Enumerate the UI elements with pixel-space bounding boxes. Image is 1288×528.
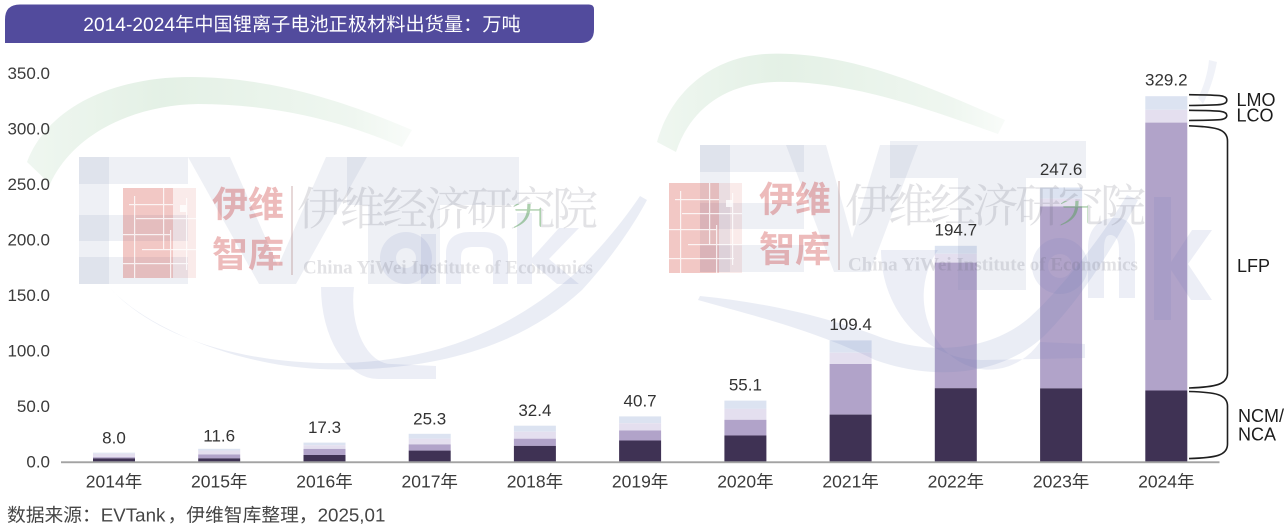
svg-text:109.4: 109.4 (829, 315, 872, 334)
svg-text:NCM/: NCM/ (1238, 406, 1284, 426)
svg-text:2015: 2015 (191, 472, 230, 492)
svg-text:NCA: NCA (1238, 425, 1276, 445)
svg-text:2018: 2018 (507, 472, 546, 492)
svg-text:40.7: 40.7 (624, 391, 657, 410)
svg-text:2019: 2019 (612, 472, 651, 492)
svg-text:0.0: 0.0 (26, 453, 50, 472)
svg-text:25.3: 25.3 (413, 409, 446, 428)
svg-text:China YiWei Institute of Econo: China YiWei Institute of Economics (303, 258, 593, 279)
svg-text:329.2: 329.2 (1145, 71, 1188, 90)
svg-text:EVTank: EVTank (101, 505, 166, 526)
svg-text:32.4: 32.4 (518, 401, 551, 420)
svg-text:2024: 2024 (1138, 472, 1177, 492)
svg-text:250.0: 250.0 (7, 175, 50, 194)
svg-text:2014: 2014 (86, 472, 125, 492)
svg-text:247.6: 247.6 (1040, 160, 1083, 179)
svg-text:China YiWei Institute of Econo: China YiWei Institute of Economics (848, 255, 1138, 276)
svg-text:55.1: 55.1 (729, 376, 762, 395)
svg-text:2020: 2020 (717, 472, 756, 492)
svg-text:194.7: 194.7 (935, 220, 978, 239)
svg-text:2021: 2021 (822, 472, 861, 492)
svg-text:2014-2024: 2014-2024 (83, 15, 175, 36)
svg-text:350.0: 350.0 (7, 64, 50, 83)
svg-text:LFP: LFP (1237, 256, 1270, 276)
svg-text:200.0: 200.0 (7, 231, 50, 250)
svg-text:2022: 2022 (928, 472, 967, 492)
svg-text:2017: 2017 (402, 472, 441, 492)
svg-text:2025,01: 2025,01 (318, 505, 386, 526)
svg-text:2023: 2023 (1033, 472, 1072, 492)
svg-text:300.0: 300.0 (7, 120, 50, 139)
svg-text:8.0: 8.0 (102, 428, 126, 447)
svg-text:17.3: 17.3 (308, 418, 341, 437)
svg-text:11.6: 11.6 (203, 427, 235, 446)
svg-text:2016: 2016 (296, 472, 335, 492)
svg-text:50.0: 50.0 (17, 397, 50, 416)
svg-text:100.0: 100.0 (7, 342, 50, 361)
svg-text:LMO: LMO (1237, 90, 1276, 110)
svg-text:LCO: LCO (1237, 106, 1274, 126)
svg-text:150.0: 150.0 (7, 286, 50, 305)
